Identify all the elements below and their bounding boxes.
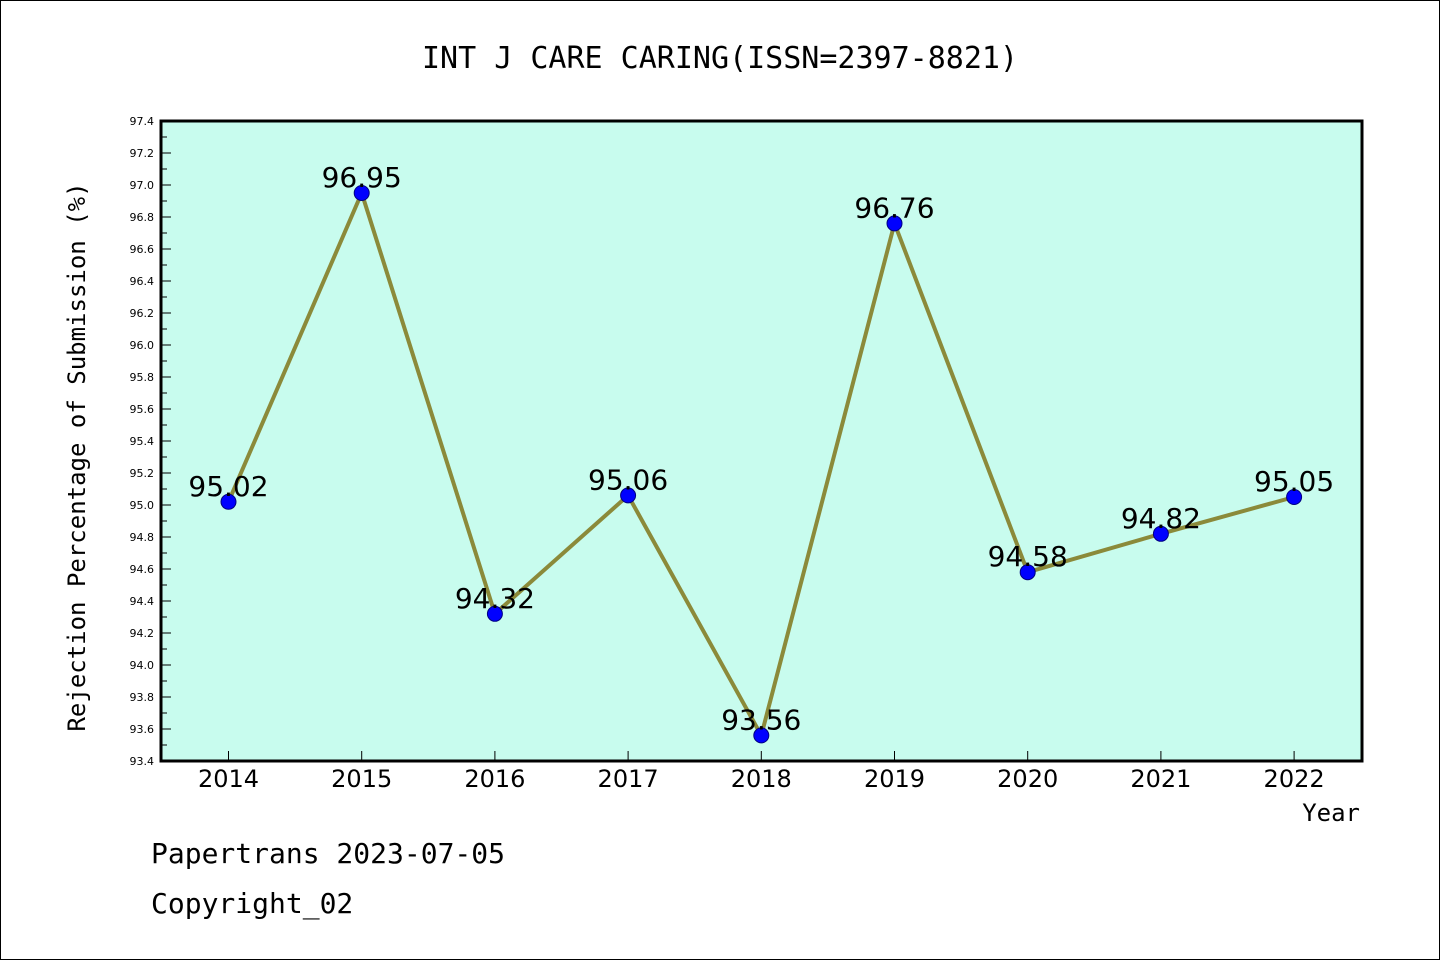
data-point [886,215,903,232]
x-tick-label: 2017 [598,765,659,793]
footer-copyright: Copyright_02 [151,887,354,920]
y-tick-label: 95.6 [130,403,155,416]
data-point [620,487,637,504]
data-label: 95.06 [588,463,668,496]
plot-area [161,121,1362,761]
data-label: 95.02 [188,470,268,503]
y-tick-label: 96.0 [130,339,155,352]
y-tick-label: 96.2 [130,307,155,320]
data-label: 94.82 [1121,502,1201,535]
data-point [1152,525,1169,542]
data-point [353,185,370,201]
chart-title: INT J CARE CARING(ISSN=2397-8821) [422,41,1018,76]
x-axis: 2014 2015 2016 2017 2018 2019 2020 2021 2022 [198,751,1325,793]
y-tick-label: 94.4 [130,595,155,608]
y-tick-label: 94.0 [130,659,155,672]
footer-date: Papertrans 2023-07-05 [151,837,506,870]
data-point [753,727,770,744]
y-tick-label: 96.8 [130,211,155,224]
y-tick-label: 96.6 [130,243,155,256]
y-tick-label: 93.8 [130,691,155,704]
data-point [220,493,237,510]
y-tick-label: 97.0 [130,179,155,192]
y-tick-label: 97.4 [130,115,155,128]
data-label: 96.95 [322,161,402,194]
data-point [1286,489,1303,505]
y-tick-label: 93.6 [130,723,155,736]
data-label: 96.76 [854,191,934,224]
x-tick-label: 2020 [997,765,1058,793]
y-tick-label: 93.4 [130,755,155,768]
data-label: 93.56 [721,703,801,736]
data-point [486,605,503,622]
y-tick-label: 94.6 [130,563,155,576]
x-tick-label: 2022 [1264,765,1325,793]
x-axis-label: Year [1302,799,1360,827]
data-label: 95.05 [1254,465,1334,498]
y-tick-label: 94.2 [130,627,155,640]
x-tick-label: 2021 [1130,765,1191,793]
data-label: 94.32 [455,582,535,615]
data-point [1019,564,1036,581]
y-axis-label: Rejection Percentage of Submission (%) [63,182,91,731]
y-axis: 93.4 93.6 93.8 94.0 94.2 94.4 94.6 94.8 95.0 95.2… [130,115,171,768]
y-tick-label: 94.8 [130,531,155,544]
x-tick-label: 2019 [864,765,925,793]
x-tick-label: 2018 [731,765,792,793]
y-tick-label: 96.4 [130,275,155,288]
y-tick-label: 95.0 [130,499,155,512]
y-tick-label: 95.8 [130,371,155,384]
y-tick-label: 95.2 [130,467,155,480]
data-label: 94.58 [988,540,1068,573]
x-tick-label: 2015 [331,765,392,793]
y-tick-label: 95.4 [130,435,155,448]
y-tick-label: 97.2 [130,147,155,160]
series-layer: 95.02 96.95 94.32 95.06 93.56 96.76 94.58 94.82… [188,161,1334,744]
x-tick-label: 2016 [464,765,525,793]
x-tick-label: 2014 [198,765,259,793]
